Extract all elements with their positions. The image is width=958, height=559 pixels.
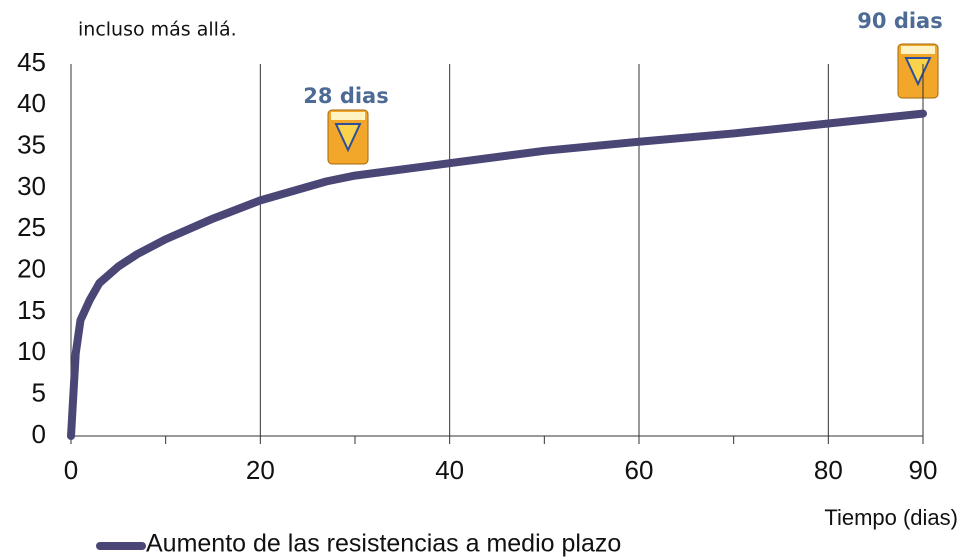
x-tick-label: 0 [64, 455, 78, 485]
x-tick-label: 40 [435, 455, 464, 485]
y-tick-label: 35 [17, 130, 46, 160]
y-tick-label: 5 [32, 378, 46, 408]
data-line [67, 109, 927, 440]
subtitle: incluso más allá. [78, 19, 237, 41]
y-tick-label: 30 [17, 171, 46, 201]
y-tick-label: 40 [17, 88, 46, 118]
y-tick-label: 10 [17, 336, 46, 366]
x-tick-label: 80 [814, 455, 843, 485]
y-tick-label: 20 [17, 254, 46, 284]
annotation: 90 dias [857, 9, 942, 33]
y-tick-label: 0 [32, 419, 46, 449]
legend-label: Aumento de las resistencias a medio plaz… [146, 530, 621, 558]
y-tick-label: 25 [17, 212, 46, 242]
bag-icon [897, 43, 939, 99]
x-axis-label: Tiempo (dias) [824, 505, 958, 530]
bag-icon [327, 109, 369, 165]
x-tick-label: 20 [246, 455, 275, 485]
x-tick-label: 90 [909, 455, 938, 485]
y-tick-label: 15 [17, 295, 46, 325]
annotation: 28 dias [303, 84, 388, 108]
x-tick-label: 60 [625, 455, 654, 485]
y-tick-label: 45 [17, 47, 46, 77]
